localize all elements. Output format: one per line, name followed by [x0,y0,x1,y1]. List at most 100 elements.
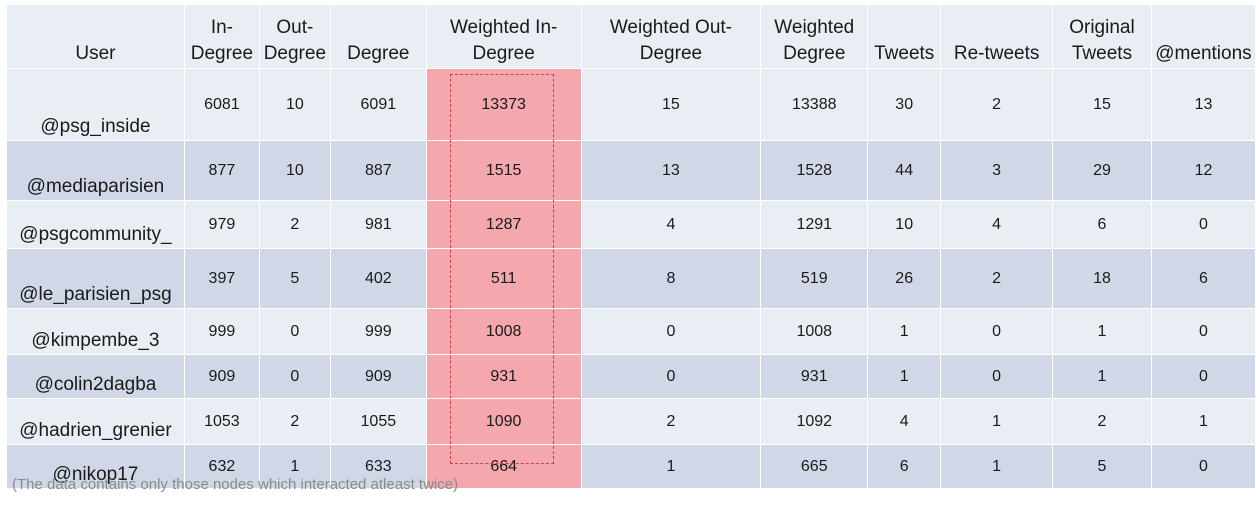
header-line: Out- [276,17,314,38]
table-row: @psg_inside 6081 10 6091 13373 15 13388 30 2 15 13 [6,68,1256,141]
cell-in-degree: 999 [183,308,260,355]
network-stats-table: User In- Degree Out- Degree Degree Weighte… [6,4,1256,489]
cell-retweets: 2 [940,68,1054,141]
cell-degree: 633 [329,444,427,489]
footnote: (The data contains only those nodes whic… [12,476,459,493]
header-line: Weighted [774,17,855,38]
cell-out-degree: 2 [258,398,331,445]
cell-in-degree: 397 [183,248,260,309]
cell-weighted-in-degree: 664 [425,444,582,489]
cell-weighted-in-degree: 931 [425,354,582,399]
header-weighted-in-degree: Weighted In- Degree [425,4,582,69]
cell-retweets: 0 [940,308,1054,355]
cell-tweets: 6 [867,444,942,489]
cell-retweets: 1 [940,444,1054,489]
header-line: Weighted In- [449,17,558,38]
cell-original-tweets: 2 [1052,398,1152,445]
cell-out-degree: 1 [258,444,331,489]
cell-in-degree: 979 [183,200,260,249]
cell-mentions: 1 [1150,398,1256,445]
cell-tweets: 4 [867,398,942,445]
cell-tweets: 1 [867,354,942,399]
header-mentions: @mentions [1150,4,1256,69]
cell-user: @hadrien_grenier [6,398,185,445]
cell-weighted-in-degree: 13373 [425,68,582,141]
cell-weighted-in-degree: 1008 [425,308,582,355]
cell-mentions: 12 [1150,140,1256,201]
header-label: Re-tweets [953,43,1040,64]
header-row: User In- Degree Out- Degree Degree Weighte… [6,4,1256,69]
cell-weighted-degree: 13388 [760,68,869,141]
cell-weighted-degree: 1528 [760,140,869,201]
header-line: Degree [263,43,327,64]
header-weighted-out-degree: Weighted Out- Degree [580,4,762,69]
cell-tweets: 30 [867,68,942,141]
cell-degree: 909 [329,354,427,399]
cell-original-tweets: 15 [1052,68,1152,141]
cell-weighted-out-degree: 2 [580,398,762,445]
header-label: User [75,43,116,64]
cell-out-degree: 10 [258,140,331,201]
cell-in-degree: 909 [183,354,260,399]
cell-retweets: 1 [940,398,1054,445]
cell-weighted-degree: 1008 [760,308,869,355]
cell-tweets: 10 [867,200,942,249]
cell-original-tweets: 1 [1052,354,1152,399]
cell-weighted-degree: 665 [760,444,869,489]
header-out-degree: Out- Degree [258,4,331,69]
cell-user: @nikop17 [6,444,185,489]
cell-weighted-out-degree: 8 [580,248,762,309]
header-label: Degree [347,43,410,64]
header-degree: Degree [329,4,427,69]
cell-weighted-out-degree: 13 [580,140,762,201]
cell-mentions: 0 [1150,308,1256,355]
cell-degree: 981 [329,200,427,249]
cell-retweets: 0 [940,354,1054,399]
header-line: Degree [190,43,254,64]
cell-retweets: 4 [940,200,1054,249]
header-line: Degree [783,43,846,64]
table-row: @mediaparisien 877 10 887 1515 13 1528 44 3 29 12 [6,140,1256,201]
cell-degree: 1055 [329,398,427,445]
cell-user: @psg_inside [6,68,185,141]
table-row: @hadrien_grenier 1053 2 1055 1090 2 1092 4 1 2 1 [6,398,1256,445]
cell-weighted-out-degree: 15 [580,68,762,141]
cell-user: @le_parisien_psg [6,248,185,309]
cell-mentions: 13 [1150,68,1256,141]
cell-weighted-out-degree: 4 [580,200,762,249]
cell-weighted-degree: 1092 [760,398,869,445]
cell-out-degree: 2 [258,200,331,249]
cell-user: @mediaparisien [6,140,185,201]
cell-tweets: 26 [867,248,942,309]
cell-weighted-degree: 931 [760,354,869,399]
cell-original-tweets: 29 [1052,140,1152,201]
header-label: @mentions [1155,43,1252,64]
header-line: Weighted Out- [609,17,732,38]
cell-original-tweets: 1 [1052,308,1152,355]
header-tweets: Tweets [867,4,942,69]
cell-degree: 999 [329,308,427,355]
cell-degree: 402 [329,248,427,309]
cell-out-degree: 0 [258,308,331,355]
cell-in-degree: 632 [183,444,260,489]
header-line: Tweets [1071,43,1133,64]
cell-mentions: 0 [1150,444,1256,489]
header-user: User [6,4,185,69]
cell-degree: 6091 [329,68,427,141]
cell-retweets: 2 [940,248,1054,309]
header-line: In- [210,17,233,38]
cell-weighted-in-degree: 1287 [425,200,582,249]
cell-original-tweets: 5 [1052,444,1152,489]
cell-original-tweets: 6 [1052,200,1152,249]
table-row: @kimpembe_3 999 0 999 1008 0 1008 1 0 1 0 [6,308,1256,355]
cell-original-tweets: 18 [1052,248,1152,309]
cell-in-degree: 877 [183,140,260,201]
header-label: Tweets [874,43,935,64]
table-row: @nikop17 632 1 633 664 1 665 6 1 5 0 [6,444,1256,489]
cell-weighted-out-degree: 0 [580,308,762,355]
cell-tweets: 44 [867,140,942,201]
cell-retweets: 3 [940,140,1054,201]
cell-degree: 887 [329,140,427,201]
header-retweets: Re-tweets [940,4,1054,69]
header-in-degree: In- Degree [183,4,260,69]
